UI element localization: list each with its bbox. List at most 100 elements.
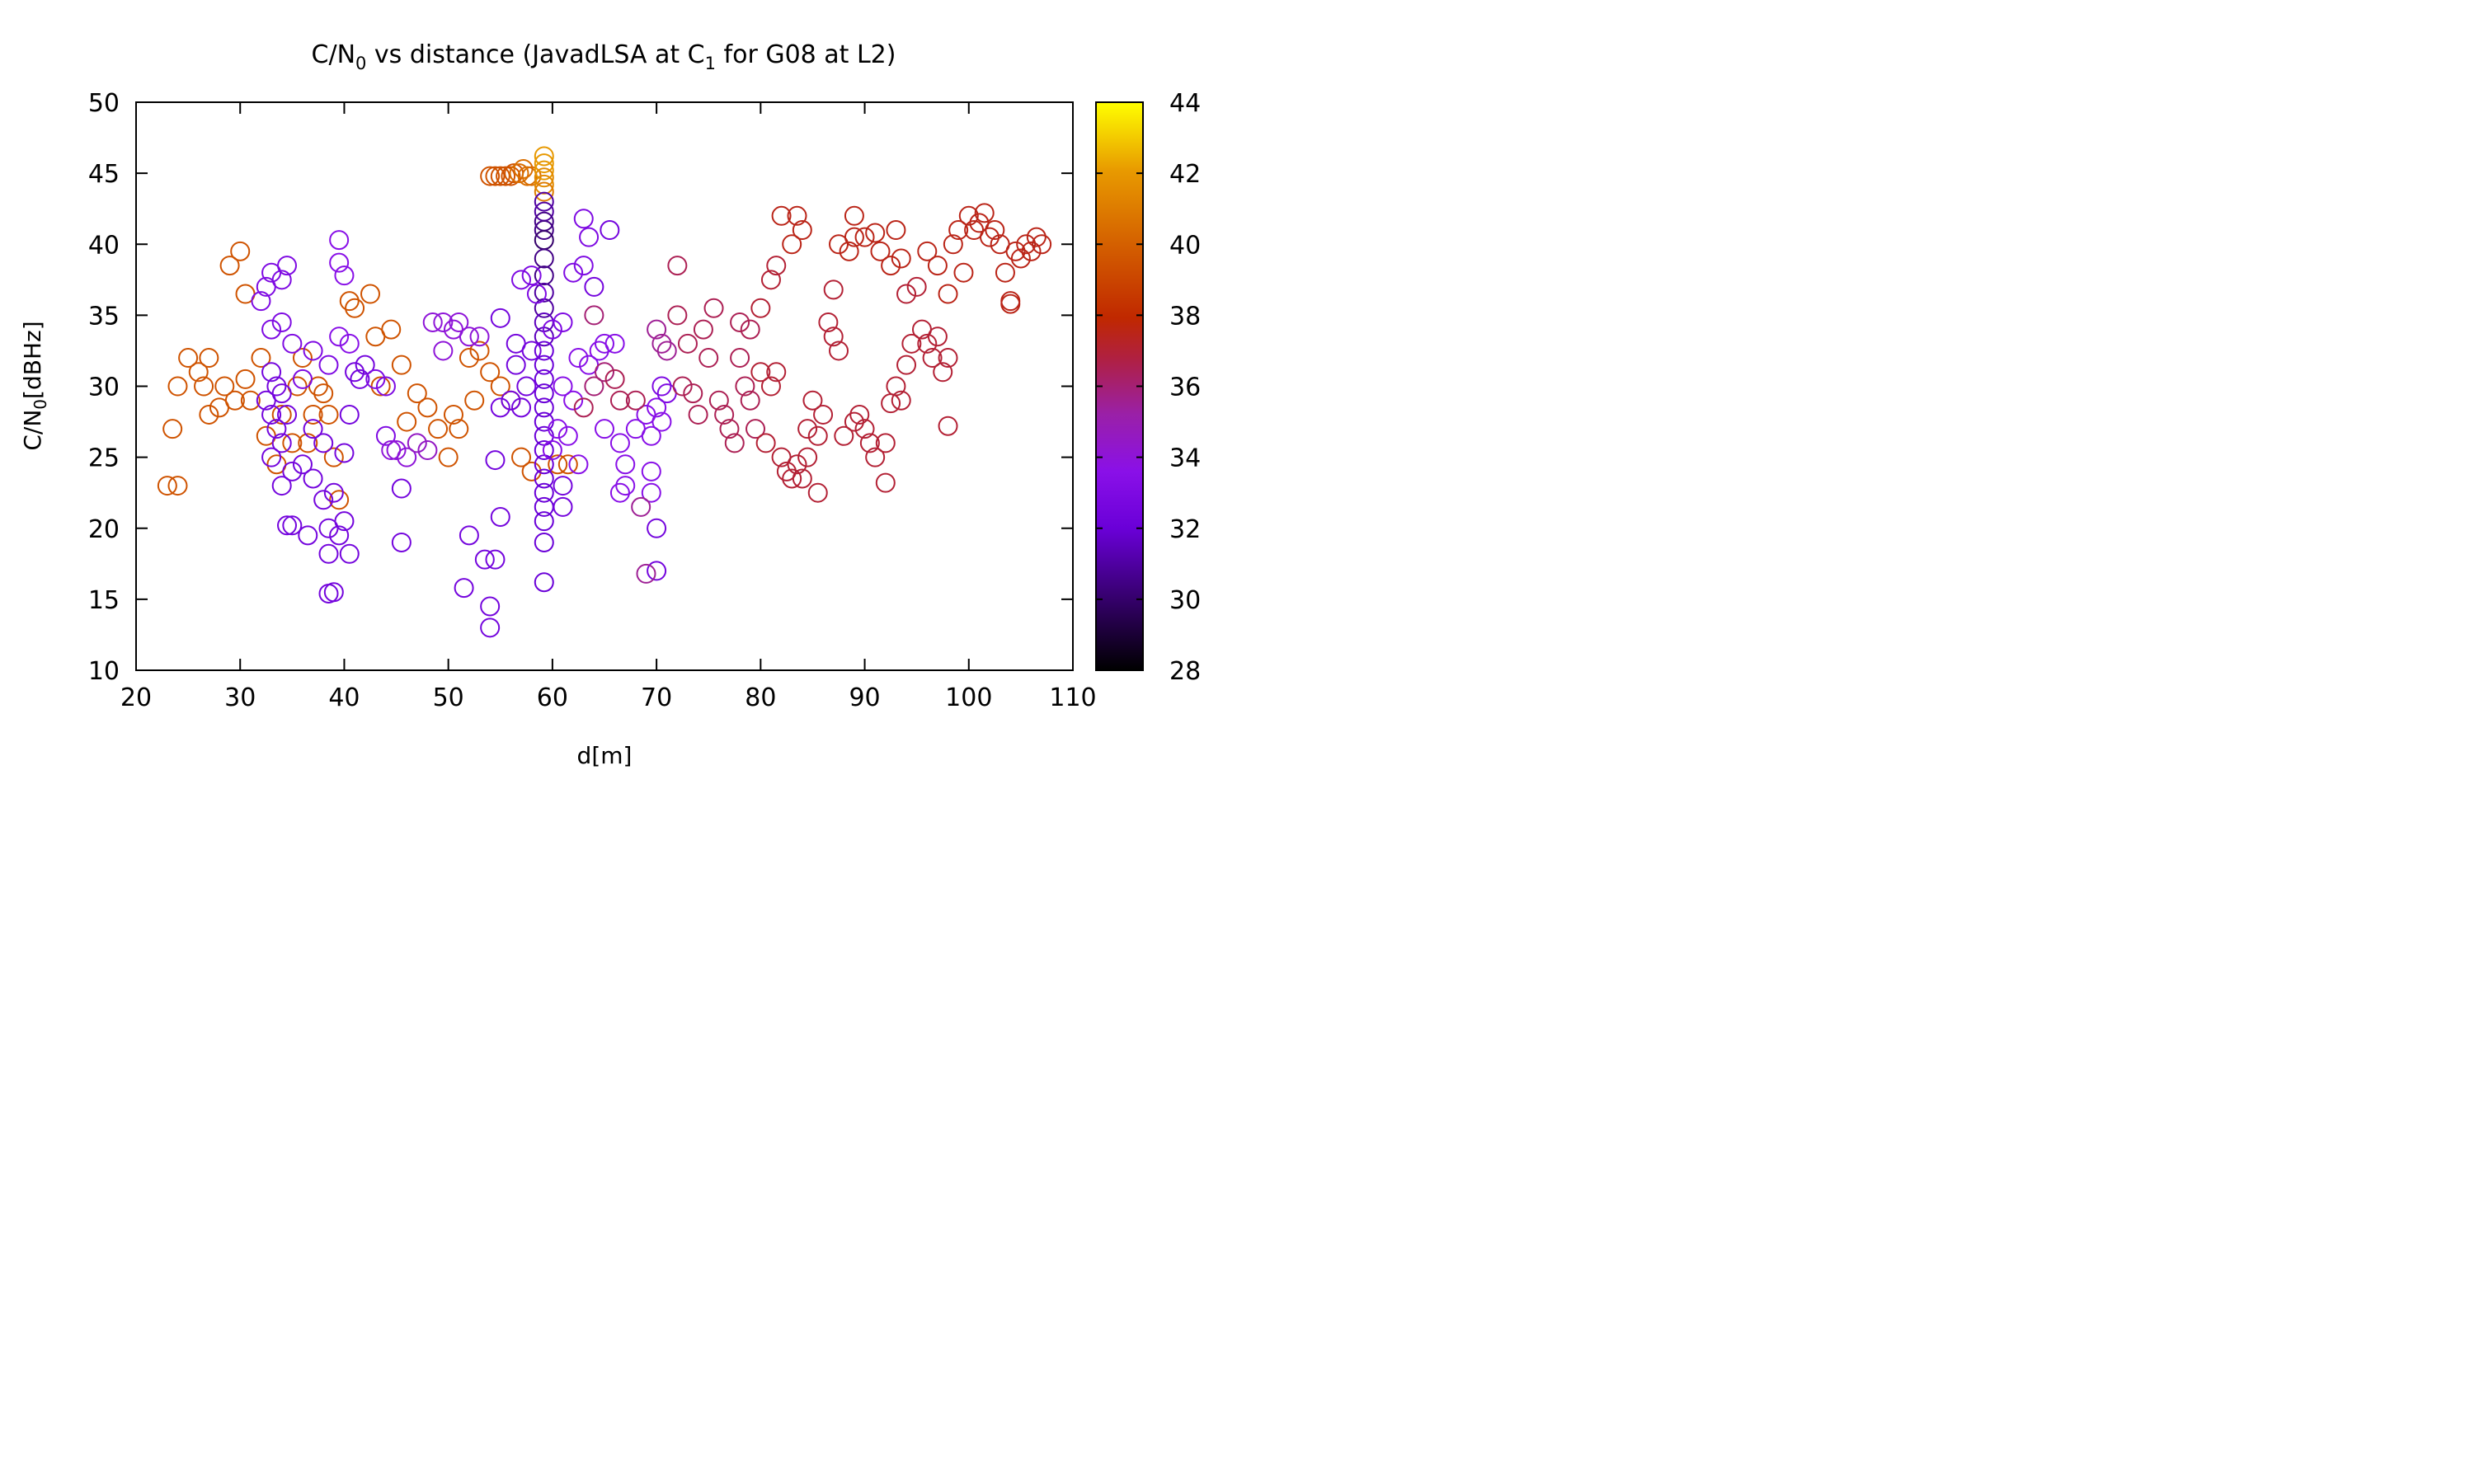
- data-point: [318, 543, 339, 564]
- data-point: [534, 425, 554, 446]
- data-point: [350, 369, 370, 389]
- data-point: [917, 241, 938, 261]
- x-tick-label: 110: [1049, 683, 1096, 712]
- data-point: [667, 305, 688, 326]
- data-point: [641, 461, 661, 481]
- data-point: [865, 447, 886, 467]
- data-point: [339, 404, 360, 425]
- data-point: [534, 440, 554, 461]
- data-point: [199, 404, 219, 425]
- data-point: [938, 348, 958, 369]
- data-point: [474, 549, 495, 570]
- data-point: [313, 490, 334, 510]
- data-point: [906, 276, 927, 297]
- data-point: [506, 333, 526, 354]
- data-point: [584, 376, 604, 397]
- data-point: [323, 582, 344, 603]
- data-point: [636, 563, 656, 584]
- colorbar-ticks: 28 30 32 34 36 38 40 42 44: [1096, 89, 1201, 686]
- data-point: [407, 433, 427, 453]
- data-point: [485, 450, 506, 471]
- x-tick-label: 50: [433, 683, 464, 712]
- data-point: [521, 461, 542, 481]
- data-point: [651, 411, 672, 432]
- data-point: [251, 348, 271, 369]
- colorbar-tick-label: 38: [1169, 302, 1201, 331]
- data-point: [615, 454, 636, 475]
- data-point: [501, 390, 521, 411]
- colorbar-tick-label: 44: [1169, 89, 1201, 118]
- data-point: [365, 369, 386, 389]
- y-tick-label: 40: [88, 231, 120, 260]
- data-point: [240, 390, 261, 411]
- data-point: [490, 376, 510, 397]
- data-point: [329, 525, 350, 546]
- data-point: [875, 472, 896, 493]
- data-point: [271, 476, 292, 496]
- data-point: [553, 496, 573, 517]
- data-point: [490, 506, 510, 527]
- data-point: [595, 362, 614, 383]
- data-point: [534, 191, 554, 212]
- data-point: [464, 390, 485, 411]
- data-point: [375, 376, 396, 397]
- data-point: [901, 333, 922, 354]
- data-point: [631, 496, 651, 517]
- data-point: [766, 256, 787, 276]
- data-point: [698, 348, 719, 369]
- data-point: [391, 355, 412, 375]
- data-point: [823, 279, 844, 300]
- data-point: [849, 404, 870, 425]
- data-point: [323, 447, 344, 467]
- data-point: [584, 305, 604, 326]
- data-point: [891, 248, 911, 269]
- colorbar: [1095, 101, 1144, 671]
- data-point: [459, 326, 479, 347]
- data-point: [1010, 248, 1031, 269]
- data-point: [490, 308, 510, 328]
- data-point: [534, 153, 554, 174]
- data-point: [282, 515, 303, 536]
- data-point: [750, 362, 771, 383]
- data-point: [261, 447, 282, 467]
- data-point: [557, 425, 578, 446]
- data-point: [651, 333, 672, 354]
- data-point: [553, 476, 573, 496]
- data-point: [604, 369, 625, 389]
- data-point: [443, 404, 463, 425]
- data-point: [292, 348, 313, 369]
- data-point: [480, 618, 501, 638]
- data-point: [298, 525, 318, 546]
- data-point: [542, 319, 562, 340]
- y-tick-label: 35: [88, 302, 120, 331]
- tick-labels: 20 30 40 50 60 70 80 90 100 110 10 15 20 25 30 35 40 45 50: [88, 89, 1097, 712]
- data-point: [641, 425, 661, 446]
- data-point: [553, 376, 573, 397]
- data-point: [509, 163, 529, 184]
- data-point: [534, 369, 554, 389]
- data-point: [261, 404, 282, 425]
- data-point: [693, 319, 713, 340]
- data-point: [397, 447, 417, 467]
- data-point: [604, 333, 625, 354]
- title-middle: vs distance (JavadLSA at C: [366, 40, 704, 69]
- data-point: [334, 443, 355, 463]
- data-point: [459, 525, 479, 546]
- data-point: [417, 440, 438, 461]
- x-tick-label: 60: [537, 683, 568, 712]
- data-point: [261, 319, 282, 340]
- data-point: [501, 166, 521, 186]
- data-point: [584, 276, 604, 297]
- axis-ticks: [135, 101, 1074, 671]
- data-point: [534, 167, 554, 188]
- data-point: [339, 291, 360, 312]
- data-point: [511, 270, 532, 290]
- data-point: [677, 333, 698, 354]
- data-point: [397, 411, 417, 432]
- data-point: [766, 362, 787, 383]
- y-tick-label: 10: [88, 657, 120, 686]
- data-point: [647, 518, 667, 538]
- y-tick-label: 25: [88, 444, 120, 473]
- title-prefix-sub: 0: [355, 54, 366, 73]
- data-point: [542, 440, 562, 461]
